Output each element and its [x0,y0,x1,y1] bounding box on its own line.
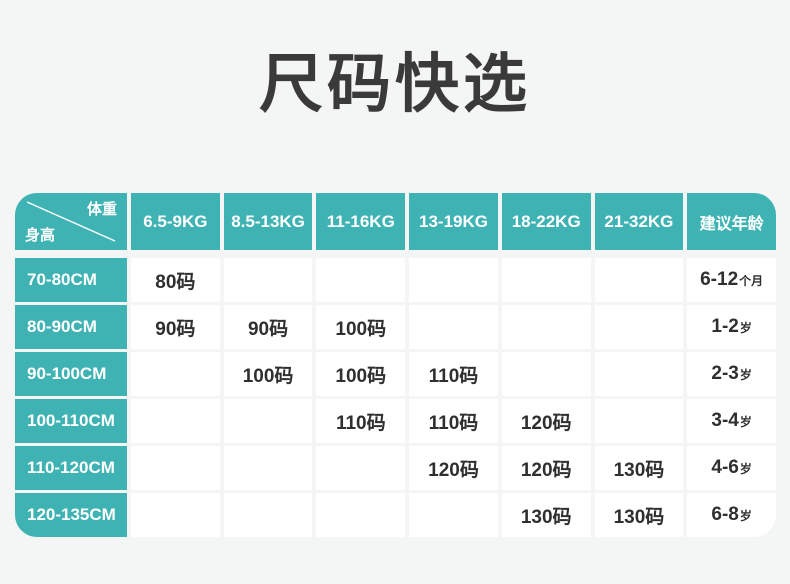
height-cell: 70-80CM [15,258,127,302]
corner-height-label: 身高 [25,227,56,244]
age-cell: 1-2 岁 [687,305,776,349]
height-cell: 110-120CM [15,446,127,490]
size-cell [501,258,591,302]
size-cell [594,258,684,302]
weight-header-4: 18-22KG [501,193,591,250]
page-title: 尺码快选 [259,48,531,120]
table-row: 90-100CM 100码 100码 110码 2-3 岁 [15,352,776,396]
height-cell: 100-110CM [15,399,127,443]
age-value: 6-12 [700,269,739,290]
height-cell: 120-135CM [15,493,127,537]
height-cell: 90-100CM [15,352,127,396]
corner-cell: 体重 身高 [15,193,127,250]
size-cell: 110码 [316,399,406,443]
age-value: 3-4 [711,410,739,431]
size-cell [501,352,591,396]
size-cell: 110码 [409,352,498,396]
age-unit: 岁 [739,367,752,382]
age-unit: 岁 [739,508,752,523]
corner-weight-label: 体重 [86,201,117,218]
age-unit: 岁 [739,414,752,429]
weight-header-2: 11-16KG [316,193,406,250]
weight-header-5: 21-32KG [594,193,684,250]
age-unit: 岁 [739,461,752,476]
size-cell [409,493,498,537]
size-cell: 110码 [409,399,498,443]
age-header: 建议年龄 [687,193,776,250]
table-row: 110-120CM 120码 120码 130码 4-6 岁 [15,446,776,490]
age-cell: 2-3 岁 [687,352,776,396]
size-cell [131,399,220,443]
weight-header-3: 13-19KG [409,193,498,250]
weight-header-1: 8.5-13KG [223,193,313,250]
size-cell [501,305,591,349]
size-cell [131,352,220,396]
size-cell [594,352,684,396]
size-cell: 90码 [131,305,220,349]
age-value: 2-3 [711,363,739,384]
size-cell: 130码 [594,493,684,537]
size-cell [594,305,684,349]
table-row: 120-135CM 130码 130码 6-8 岁 [15,493,776,537]
table-row: 100-110CM 110码 110码 120码 3-4 岁 [15,399,776,443]
age-unit: 岁 [739,320,752,335]
size-cell [223,446,313,490]
size-cell [594,399,684,443]
age-cell: 3-4 岁 [687,399,776,443]
size-cell [409,305,498,349]
table-header-row: 体重 身高 6.5-9KG 8.5-13KG 11-16KG 13-19KG 1… [15,193,776,250]
weight-header-0: 6.5-9KG [131,193,220,250]
size-cell [223,258,313,302]
size-cell: 80码 [131,258,220,302]
size-cell: 120码 [501,399,591,443]
age-unit: 个月 [739,273,764,288]
table-body: 70-80CM 80码 6-12 个月 80-90CM 90码 90码 100码 [15,258,776,537]
table-row: 80-90CM 90码 90码 100码 1-2 岁 [15,305,776,349]
size-cell: 100码 [316,352,406,396]
age-cell: 6-8 岁 [687,493,776,537]
age-cell: 6-12 个月 [687,258,776,302]
size-cell [131,446,220,490]
size-cell [223,493,313,537]
age-value: 1-2 [711,316,739,337]
size-cell: 120码 [501,446,591,490]
size-cell: 100码 [223,352,313,396]
size-cell [316,446,406,490]
size-cell [316,258,406,302]
table-row: 70-80CM 80码 6-12 个月 [15,258,776,302]
age-cell: 4-6 岁 [687,446,776,490]
size-cell: 90码 [223,305,313,349]
size-cell [409,258,498,302]
size-cell: 130码 [594,446,684,490]
size-cell [316,493,406,537]
diagonal-divider-line [26,201,116,242]
height-cell: 80-90CM [15,305,127,349]
size-cell: 100码 [316,305,406,349]
size-cell: 120码 [409,446,498,490]
age-value: 6-8 [711,504,739,525]
size-cell: 130码 [501,493,591,537]
size-cell [131,493,220,537]
size-cell [223,399,313,443]
size-table: 体重 身高 6.5-9KG 8.5-13KG 11-16KG 13-19KG 1… [15,193,776,537]
age-value: 4-6 [711,457,739,478]
